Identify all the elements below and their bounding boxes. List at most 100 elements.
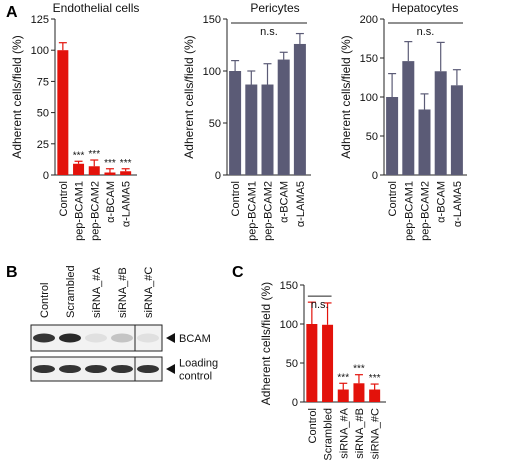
bar — [306, 324, 318, 402]
blot-arrow-icon — [166, 364, 175, 374]
chart-hepatocytes: 0 50 100 150 200 Adherent cells/field (%) Hepa… — [339, 1, 467, 241]
y-tick-label: 100 — [31, 45, 49, 57]
y-tick-label: 0 — [215, 170, 221, 182]
y-tick-label: 0 — [43, 170, 49, 182]
y-tick-label: 50 — [37, 108, 49, 120]
x-tick-label: α-BCAM — [105, 181, 117, 223]
bar — [434, 71, 447, 175]
chart-title: Endothelial cells — [53, 1, 140, 15]
chart-endothelial: 0 25 50 75 100 125 Adherent cells/field (%) End… — [10, 1, 139, 241]
significance-stars: *** — [337, 372, 349, 383]
y-tick-label: 50 — [366, 131, 378, 143]
blot-arrow-icon — [166, 333, 175, 343]
bar — [229, 71, 242, 175]
blot-band — [59, 365, 81, 373]
x-tick-label: α-BCAM — [436, 181, 448, 223]
blot-lane-label: siRNA_#A — [91, 267, 103, 318]
blot-band — [59, 333, 81, 343]
x-tick-label: pep-BCAM2 — [263, 181, 275, 241]
significance-stars: *** — [353, 364, 365, 375]
chart-title: Pericytes — [250, 1, 299, 15]
y-tick-label: 100 — [280, 319, 298, 331]
significance-label: n.s. — [417, 26, 435, 38]
significance-stars: *** — [73, 150, 85, 161]
chart-title: Hepatocytes — [392, 1, 459, 15]
panel-label-a: A — [6, 4, 18, 21]
significance-stars: *** — [369, 373, 381, 384]
blot-band-label: BCAM — [179, 333, 211, 345]
y-tick-label: 150 — [203, 14, 221, 26]
y-axis-label: Adherent cells/field (%) — [339, 35, 353, 158]
x-tick-label: pep-BCAM2 — [89, 181, 101, 241]
significance-stars: *** — [120, 158, 132, 169]
x-tick-label: siRNA_#B — [354, 408, 366, 459]
blot-band — [85, 365, 107, 373]
x-tick-label: siRNA_#C — [370, 408, 382, 459]
bar — [88, 166, 100, 175]
bar — [369, 389, 381, 402]
x-tick-label: α-LAMA5 — [452, 181, 464, 227]
bar — [245, 84, 258, 175]
y-tick-label: 100 — [203, 66, 221, 78]
bar — [261, 84, 274, 175]
blot-lane-label: siRNA_#C — [143, 267, 155, 318]
bar — [418, 109, 431, 175]
bar — [293, 43, 306, 176]
x-tick-label: Control — [387, 181, 399, 216]
bar — [353, 383, 365, 402]
x-tick-label: pep-BCAM1 — [246, 181, 258, 241]
bar — [73, 163, 85, 175]
blot-band — [33, 333, 55, 343]
blot-band — [85, 333, 107, 343]
bar — [277, 59, 290, 176]
y-axis-label: Adherent cells/field (%) — [182, 35, 196, 158]
significance-stars: *** — [88, 149, 100, 160]
y-axis-label: Adherent cells/field (%) — [259, 282, 273, 405]
bar — [104, 172, 116, 175]
x-tick-label: siRNA_#A — [338, 407, 350, 458]
blot-band — [111, 365, 133, 373]
y-tick-label: 50 — [209, 118, 221, 130]
bar — [402, 61, 415, 176]
x-tick-label: α-LAMA5 — [121, 181, 133, 227]
y-tick-label: 150 — [280, 280, 298, 292]
y-tick-label: 0 — [372, 170, 378, 182]
x-tick-label: Scrambled — [323, 408, 335, 461]
x-tick-label: α-LAMA5 — [295, 181, 307, 227]
x-tick-label: pep-BCAM2 — [420, 181, 432, 241]
significance-label: n.s. — [260, 26, 278, 38]
y-tick-label: 150 — [360, 53, 378, 65]
bar — [386, 97, 399, 175]
blot-band — [137, 333, 159, 343]
y-tick-label: 200 — [360, 14, 378, 26]
blot-lane-label: siRNA_#B — [117, 267, 129, 318]
bar — [337, 389, 349, 402]
y-tick-label: 75 — [37, 76, 49, 88]
chart-pericytes: 0 50 100 150 Adherent cells/field (%) Pericyt… — [182, 1, 311, 241]
x-tick-label: Control — [58, 181, 70, 216]
bar — [120, 171, 132, 175]
blot-band — [33, 365, 55, 373]
blot-lane-label: Scrambled — [65, 265, 77, 318]
bar — [450, 85, 463, 175]
y-tick-label: 25 — [37, 139, 49, 151]
blot-band-label: Loading — [179, 358, 218, 370]
panel-label-c: C — [232, 264, 244, 281]
x-tick-label: Control — [230, 181, 242, 216]
x-tick-label: pep-BCAM1 — [74, 181, 86, 241]
bar — [57, 50, 69, 176]
y-tick-label: 100 — [360, 92, 378, 104]
y-tick-label: 50 — [286, 358, 298, 370]
x-tick-label: pep-BCAM1 — [403, 181, 415, 241]
y-tick-label: 125 — [31, 14, 49, 26]
blot-band — [111, 333, 133, 343]
blot-band — [137, 365, 159, 373]
x-tick-label: α-BCAM — [279, 181, 291, 223]
blot-lane-label: Control — [39, 283, 51, 318]
bar — [322, 324, 334, 402]
significance-label: n.s. — [311, 299, 329, 311]
chart-sirna: 0 50 100 150 Adherent cells/field (%) Control… — [259, 280, 386, 461]
y-tick-label: 0 — [292, 397, 298, 409]
panel-label-b: B — [6, 264, 18, 281]
y-axis-label: Adherent cells/field (%) — [10, 35, 24, 158]
